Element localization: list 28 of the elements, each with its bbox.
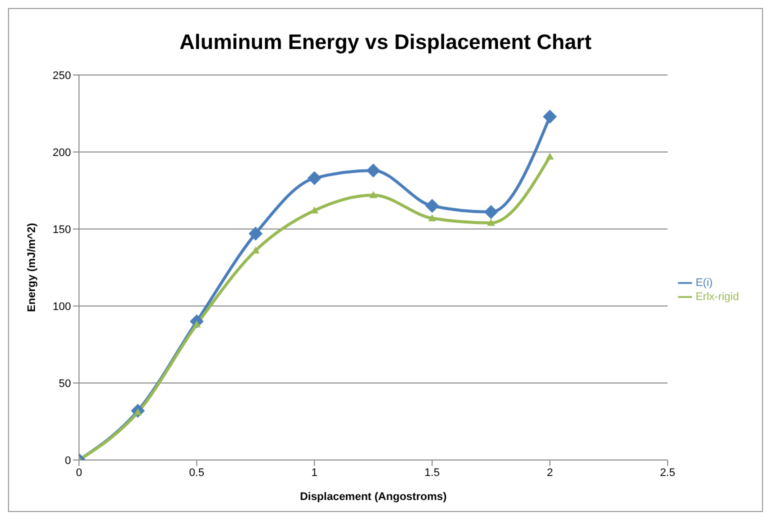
x-tick-label: 1 bbox=[311, 466, 318, 479]
point bbox=[546, 152, 554, 160]
y-tick-label: 0 bbox=[64, 454, 71, 467]
y-tick-label: 150 bbox=[52, 224, 71, 236]
x-axis-title: Displacement (Angostroms) bbox=[300, 491, 447, 503]
y-tick-label: 200 bbox=[52, 146, 71, 159]
x-tick-label: 1.5 bbox=[424, 466, 440, 479]
x-tick-label: 2.5 bbox=[660, 466, 676, 479]
point bbox=[487, 218, 496, 226]
y-axis-title: Energy (mJ/m^2) bbox=[26, 222, 38, 312]
point bbox=[307, 171, 322, 186]
point bbox=[428, 214, 436, 222]
x-tick-label: 2 bbox=[546, 466, 553, 479]
point bbox=[252, 246, 260, 254]
chart-title: Aluminum Energy vs Displacement Chart bbox=[178, 31, 592, 56]
point bbox=[369, 191, 378, 198]
point bbox=[366, 163, 380, 178]
point bbox=[542, 110, 557, 124]
point bbox=[248, 226, 263, 241]
x-tick-label: 0 bbox=[76, 466, 82, 479]
legend-label: Erlx-rigid bbox=[696, 290, 739, 303]
x-tick-label: 0.5 bbox=[189, 466, 204, 479]
legend-label: E(i) bbox=[696, 276, 713, 289]
point bbox=[484, 205, 498, 220]
y-tick-label: 250 bbox=[52, 70, 71, 82]
point bbox=[425, 198, 440, 213]
y-tick-label: 50 bbox=[58, 378, 71, 390]
y-tick-label: 100 bbox=[52, 300, 71, 313]
